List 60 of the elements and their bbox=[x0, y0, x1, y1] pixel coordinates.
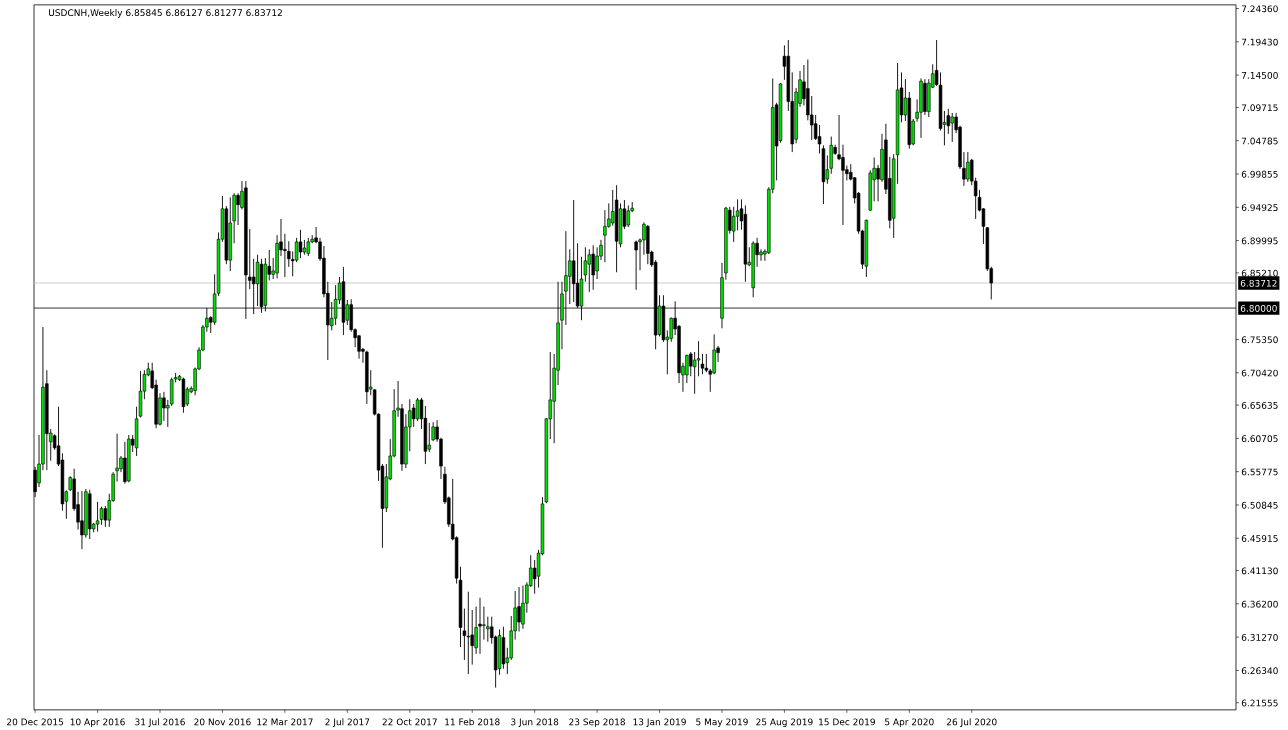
candlestick bbox=[306, 237, 311, 257]
candlestick bbox=[80, 490, 84, 550]
x-tick-label: 23 Sep 2018 bbox=[569, 718, 625, 727]
x-tick-label: 5 May 2019 bbox=[696, 718, 748, 727]
x-tick-label: 25 Aug 2019 bbox=[756, 718, 813, 727]
candlestick bbox=[696, 340, 701, 377]
x-tick-label: 2 Jul 2017 bbox=[325, 718, 370, 727]
candlestick bbox=[626, 204, 631, 228]
y-tick-label: 6.26340 bbox=[1241, 667, 1278, 675]
y-tick-label: 7.04785 bbox=[1241, 137, 1278, 145]
y-tick-label: 6.89995 bbox=[1241, 237, 1278, 245]
y-tick-label: 6.45915 bbox=[1241, 535, 1278, 542]
y-tick-label: 6.85210 bbox=[1241, 269, 1278, 277]
x-tick-label: 20 Nov 2016 bbox=[194, 718, 251, 726]
candlestick bbox=[966, 151, 970, 183]
candlestick bbox=[735, 198, 740, 231]
y-tick-label: 6.60705 bbox=[1241, 435, 1278, 442]
candlestick bbox=[521, 585, 525, 630]
candlestick bbox=[591, 244, 595, 291]
x-tick-label: 11 Feb 2018 bbox=[445, 718, 500, 726]
chart-title: USDCNH,Weekly 6.85845 6.86127 6.81277 6.83712 bbox=[48, 9, 282, 18]
candlestick bbox=[478, 597, 482, 655]
y-tick-label: 6.99855 bbox=[1241, 170, 1278, 178]
candlestick bbox=[704, 353, 709, 373]
y-tick-label: 6.94925 bbox=[1241, 204, 1278, 211]
y-tick-label: 6.36200 bbox=[1241, 600, 1278, 608]
candlestick bbox=[236, 192, 240, 226]
candlestick bbox=[466, 591, 471, 675]
x-tick-label: 3 Jun 2018 bbox=[511, 718, 559, 727]
y-tick-label: 7.14500 bbox=[1241, 71, 1278, 79]
candlestick bbox=[950, 112, 954, 143]
candlestick bbox=[411, 403, 416, 428]
x-tick-label: 15 Dec 2019 bbox=[819, 718, 875, 726]
x-tick-label: 20 Dec 2015 bbox=[7, 718, 64, 726]
candlestick bbox=[123, 441, 127, 485]
x-tick-label: 12 Mar 2017 bbox=[257, 718, 313, 726]
y-tick-label: 6.41130 bbox=[1241, 567, 1278, 575]
candlestick bbox=[482, 606, 486, 641]
x-tick-label: 5 Apr 2020 bbox=[885, 718, 934, 727]
y-tick-label: 6.65635 bbox=[1241, 401, 1278, 409]
y-tick-label: 6.70420 bbox=[1241, 369, 1278, 377]
ref-line-label: 6.80000 bbox=[1240, 304, 1277, 312]
candlestick bbox=[283, 233, 287, 278]
y-tick-label: 7.09715 bbox=[1241, 104, 1278, 112]
x-tick-label: 31 Jul 2016 bbox=[135, 718, 185, 727]
y-tick-label: 7.24360 bbox=[1241, 5, 1278, 13]
x-tick-label: 26 Jul 2020 bbox=[946, 718, 997, 727]
y-tick-label: 7.19430 bbox=[1241, 38, 1278, 46]
y-tick-label: 6.21555 bbox=[1241, 699, 1278, 707]
candlestick bbox=[415, 397, 420, 422]
y-tick-label: 6.31270 bbox=[1241, 633, 1278, 641]
x-tick-label: 13 Jan 2019 bbox=[633, 718, 686, 727]
candlestick bbox=[587, 248, 591, 293]
ref-line-label: 6.83712 bbox=[1240, 279, 1277, 287]
x-tick-label: 10 Apr 2016 bbox=[70, 718, 125, 727]
candlestick bbox=[634, 240, 638, 291]
y-tick-label: 6.75350 bbox=[1241, 336, 1278, 344]
x-tick-label: 22 Oct 2017 bbox=[382, 718, 437, 726]
y-tick-label: 6.55775 bbox=[1241, 468, 1278, 476]
y-tick-label: 6.50845 bbox=[1241, 501, 1278, 509]
